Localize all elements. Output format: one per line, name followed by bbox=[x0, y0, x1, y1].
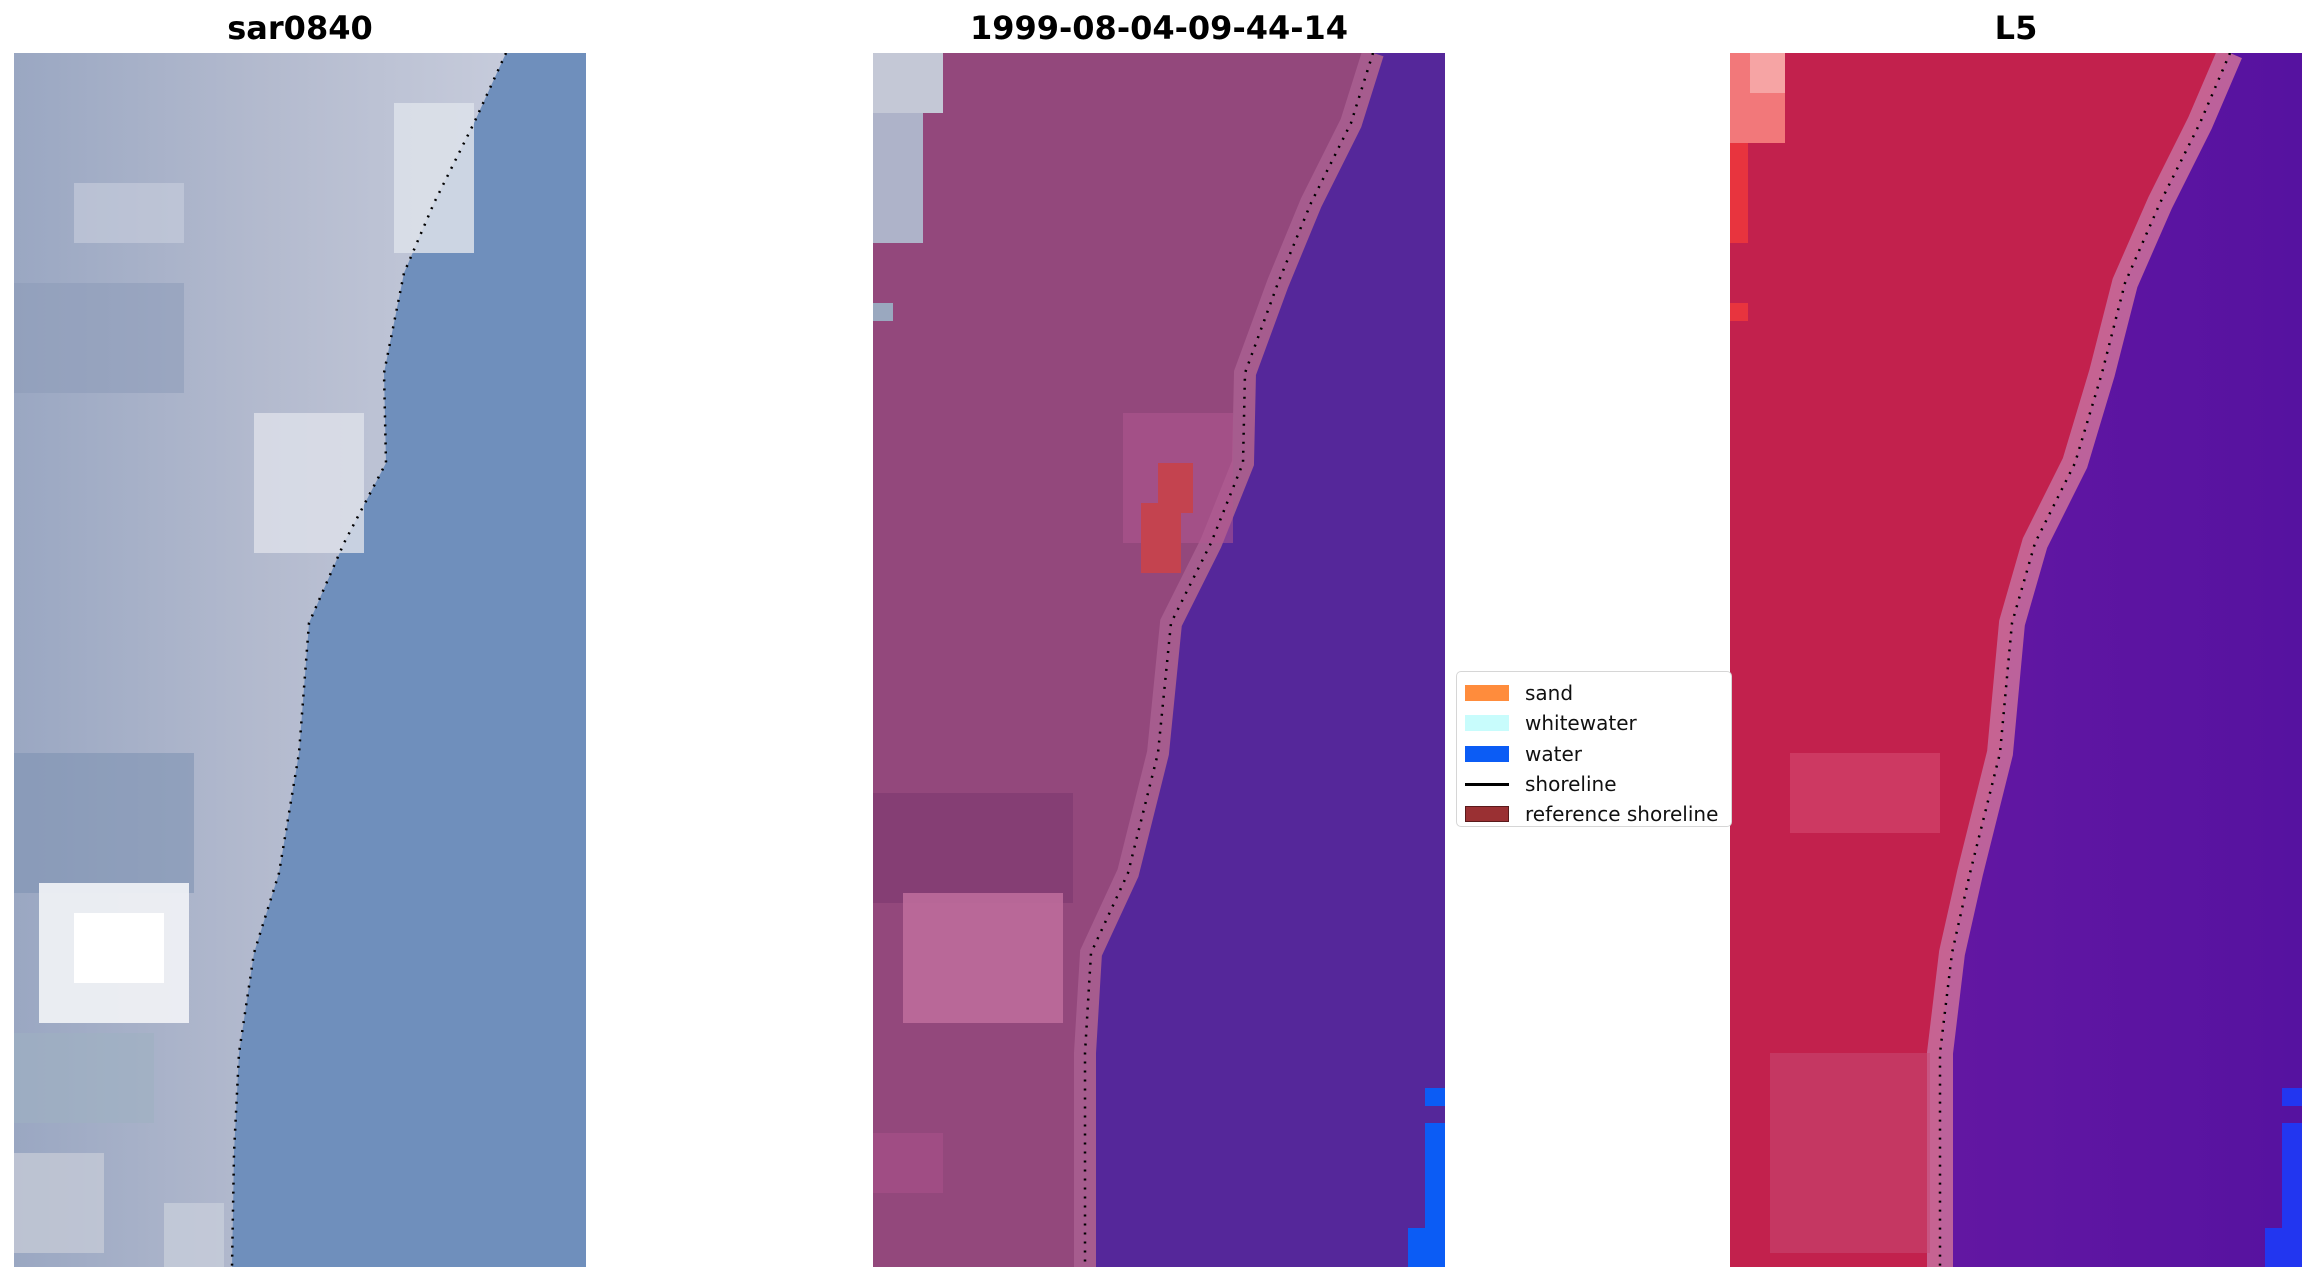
sand-swatch bbox=[1465, 685, 1509, 702]
nir-image-panel bbox=[1730, 53, 2302, 1267]
reference-shoreline-swatch bbox=[1465, 806, 1509, 823]
rgb-image-panel bbox=[14, 53, 586, 1267]
panel-title-classified: 1999-08-04-09-44-14 bbox=[969, 9, 1349, 47]
shoreline-line-swatch bbox=[1465, 782, 1509, 786]
legend-item-reference-shoreline: reference shoreline bbox=[1457, 799, 1731, 829]
legend-item-sand: sand bbox=[1457, 678, 1731, 708]
legend: sand whitewater water shoreline referenc… bbox=[1456, 671, 1732, 827]
legend-label: water bbox=[1525, 741, 1582, 766]
legend-label: reference shoreline bbox=[1525, 802, 1719, 827]
legend-item-shoreline: shoreline bbox=[1457, 769, 1731, 799]
legend-item-water: water bbox=[1457, 739, 1731, 769]
shoreline-trace bbox=[230, 53, 508, 1267]
legend-item-whitewater: whitewater bbox=[1457, 708, 1731, 738]
shoreline-trace bbox=[1938, 53, 2232, 1267]
nir-image bbox=[1730, 53, 2302, 1267]
legend-label: shoreline bbox=[1525, 772, 1617, 797]
classified-image-panel bbox=[873, 53, 1445, 1267]
shoreline-trace bbox=[1083, 53, 1375, 1267]
whitewater-swatch bbox=[1465, 715, 1509, 732]
rgb-image bbox=[14, 53, 586, 1267]
water-swatch bbox=[1465, 745, 1509, 762]
legend-label: whitewater bbox=[1525, 711, 1637, 736]
panel-title-rgb: sar0840 bbox=[227, 9, 373, 47]
legend-label: sand bbox=[1525, 681, 1574, 706]
panel-title-nir: L5 bbox=[1994, 9, 2038, 47]
classified-image bbox=[873, 53, 1445, 1267]
